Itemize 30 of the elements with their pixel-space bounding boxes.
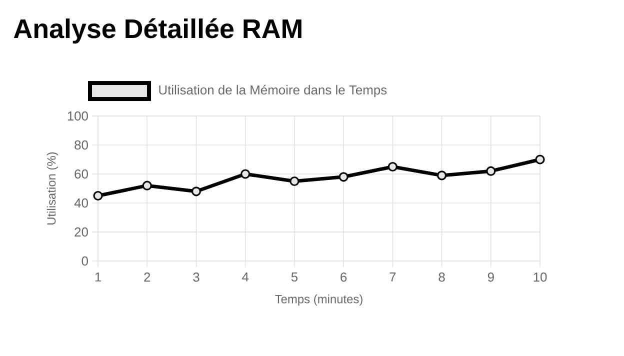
y-tick-label: 80 [74,140,88,150]
x-tick-label: 6 [340,272,347,282]
point [535,154,545,164]
y-tick-label: 20 [74,227,88,237]
x-tick-label: 7 [390,272,396,282]
point [290,176,300,186]
point [191,186,202,196]
chart-title: Analyse Détaillée RAM [14,18,302,44]
y-axis-title: Utilisation (%) [46,152,58,224]
x-tick-label: 3 [193,272,200,282]
x-axis-title: Temps (minutes) [275,294,362,306]
x-tick-label: 5 [291,272,298,282]
legend-label: Utilisation de la Mémoire dans le Temps [159,84,387,98]
y-tick-label: 0 [82,256,88,266]
x-tick-label: 1 [95,272,101,282]
x-tick-label: 9 [488,272,494,282]
x-tick-label: 4 [242,272,249,282]
point [388,162,398,172]
y-tick-label: 60 [74,169,88,179]
x-tick-label: 10 [534,272,547,282]
x-tick-label: 2 [144,272,150,282]
y-tick-label: 40 [74,198,88,208]
point [436,170,447,180]
point [486,166,496,176]
point [93,190,103,201]
x-tick-label: 8 [438,272,445,282]
point [240,169,250,179]
point [338,172,348,182]
y-tick-label: 100 [68,111,88,121]
point [142,180,152,190]
